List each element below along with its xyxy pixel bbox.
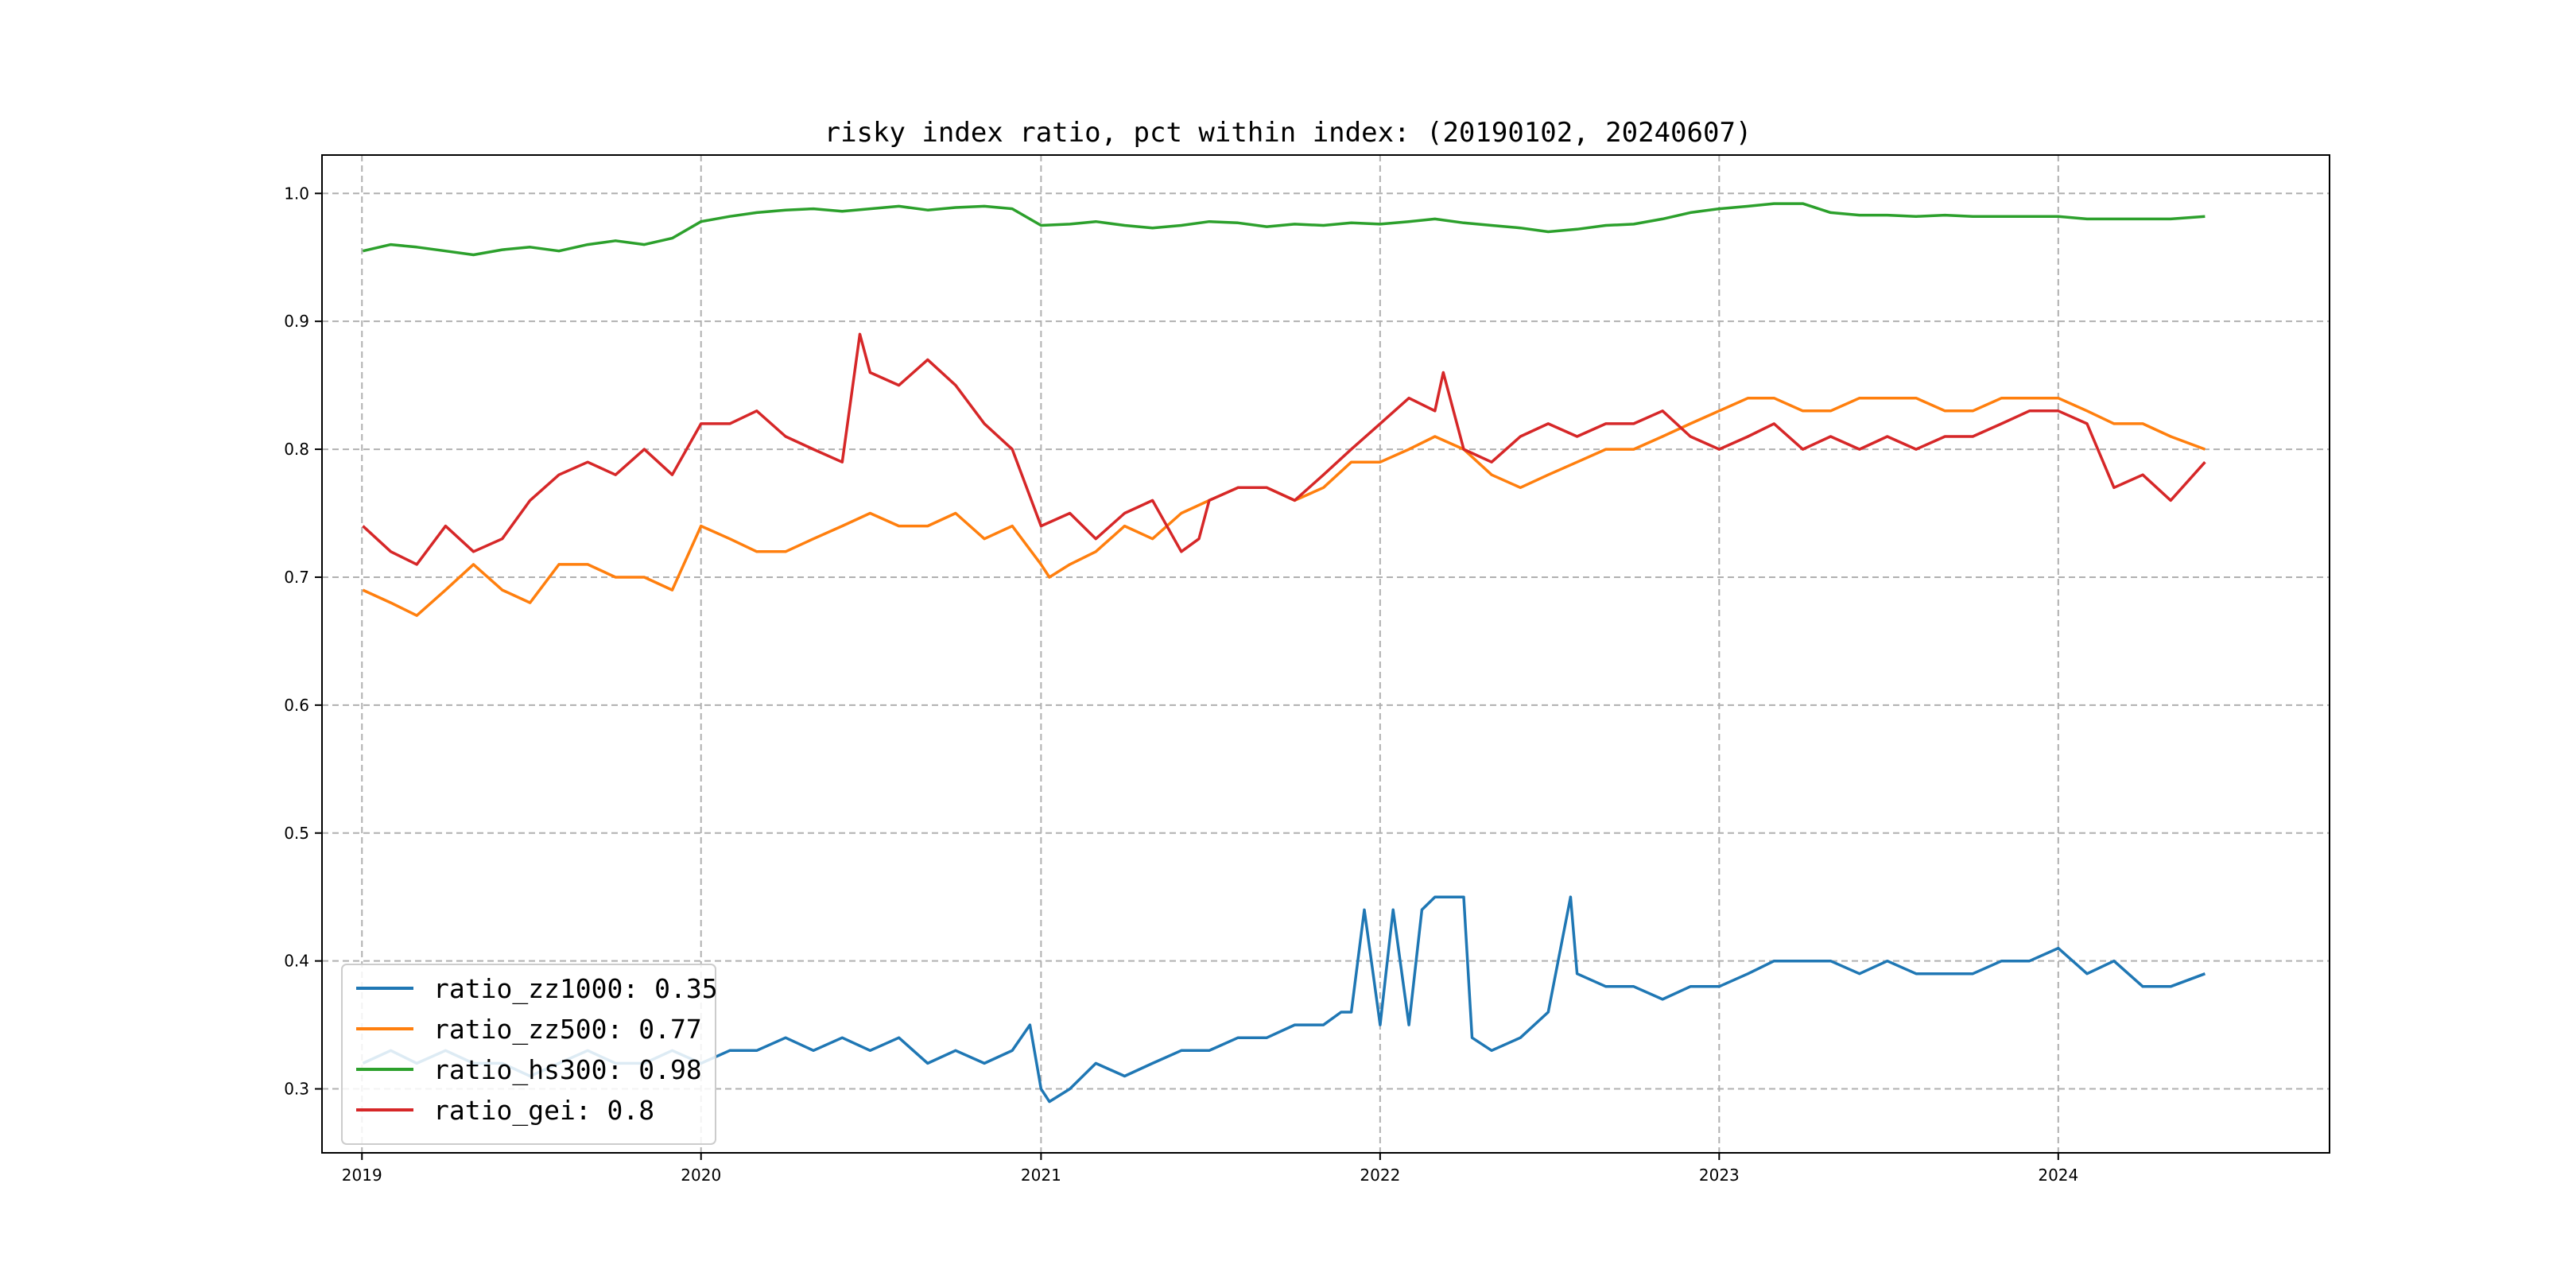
y-tick-label: 0.3 [284,1080,309,1099]
legend-label: ratio_hs300: 0.98 [433,1054,702,1086]
y-tick-label: 1.0 [284,184,309,203]
series-line-3 [362,332,2206,566]
y-tick-label: 0.5 [284,824,309,843]
y-tick-label: 0.8 [284,440,309,459]
y-tick-label: 0.7 [284,568,309,587]
x-tick-label: 2020 [681,1166,721,1185]
series-line-2 [363,202,2206,257]
legend-label: ratio_gei: 0.8 [433,1095,654,1127]
legend-label: ratio_zz1000: 0.35 [433,973,718,1005]
x-tick-label: 2024 [2038,1166,2078,1185]
legend-label: ratio_zz500: 0.77 [433,1014,702,1046]
x-tick-label: 2022 [1360,1166,1400,1185]
x-tick-label: 2019 [342,1166,382,1185]
legend-box [341,964,716,1145]
plot-frame [321,154,2330,1154]
x-tick-label: 2021 [1021,1166,1061,1185]
x-tick-label: 2023 [1699,1166,1740,1185]
y-tick-label: 0.9 [284,312,309,331]
tick-layer: 2019 2020 2021 2022 2023 2024 0.3 0.4 0.5 0.6 0.7 0… [284,184,2078,1185]
series-line-1 [362,396,2206,617]
chart-title: risky index ratio, pct within index: (20… [824,117,1752,149]
y-tick-label: 0.6 [284,696,309,715]
y-tick-label: 0.4 [284,952,309,971]
legend: ratio_zz1000: 0.35 ratio_zz500: 0.77 ratio… [341,964,718,1145]
